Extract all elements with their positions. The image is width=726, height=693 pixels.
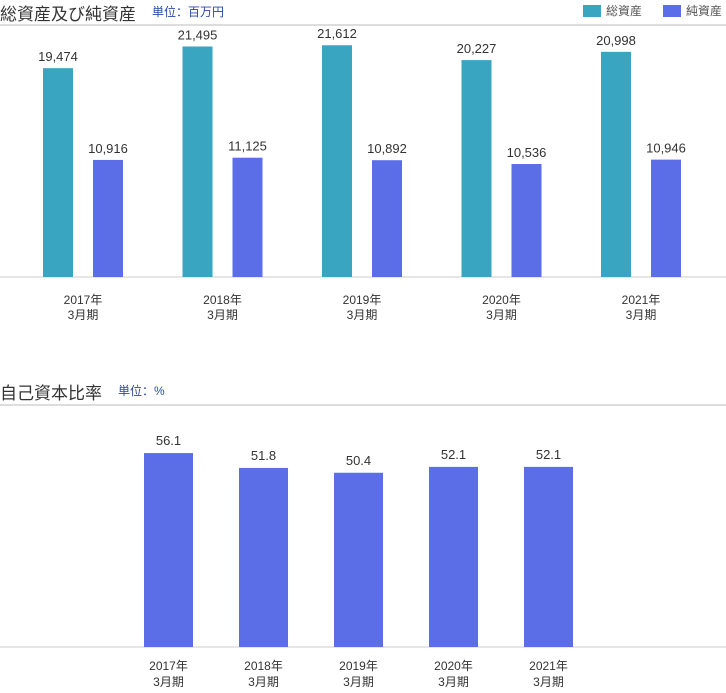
bar-net-assets bbox=[511, 164, 542, 277]
data-label: 21,612 bbox=[317, 26, 357, 41]
bar-equity-ratio bbox=[144, 453, 193, 647]
legend-label: 総資産 bbox=[606, 4, 643, 18]
x-tick-year: 2017年 bbox=[64, 293, 103, 307]
legend-item-total-assets: 総資産 bbox=[583, 2, 642, 19]
data-label: 52.1 bbox=[441, 447, 466, 462]
x-tick-year: 2018年 bbox=[203, 293, 242, 307]
x-tick-year: 2017年 bbox=[149, 659, 188, 673]
bar-net-assets bbox=[372, 160, 402, 277]
data-label: 10,946 bbox=[646, 141, 686, 156]
data-label: 52.1 bbox=[536, 447, 561, 462]
legend-swatch bbox=[583, 4, 601, 17]
legend-item-net-assets: 純資産 bbox=[663, 2, 722, 19]
x-tick-year: 2021年 bbox=[529, 659, 568, 673]
data-label: 50.4 bbox=[346, 453, 371, 468]
data-label: 10,916 bbox=[88, 141, 128, 156]
x-tick-period: 3月期 bbox=[343, 675, 374, 689]
x-tick-period: 3月期 bbox=[486, 308, 517, 322]
x-tick-period: 3月期 bbox=[533, 675, 564, 689]
x-tick-period: 3月期 bbox=[347, 308, 378, 322]
bar-equity-ratio bbox=[334, 472, 383, 647]
bar-net-assets bbox=[651, 159, 681, 277]
x-tick-year: 2020年 bbox=[434, 659, 473, 673]
data-label: 20,227 bbox=[457, 41, 497, 56]
data-label: 56.1 bbox=[156, 433, 181, 448]
data-label: 51.8 bbox=[251, 448, 276, 463]
x-tick-period: 3月期 bbox=[153, 675, 184, 689]
chart2-title: 自己資本比率 bbox=[0, 384, 102, 403]
data-label: 20,998 bbox=[596, 33, 636, 48]
x-tick-period: 3月期 bbox=[438, 675, 469, 689]
x-tick-period: 3月期 bbox=[626, 308, 657, 322]
data-label: 19,474 bbox=[38, 49, 78, 64]
x-tick-period: 3月期 bbox=[207, 308, 238, 322]
x-tick-year: 2018年 bbox=[244, 659, 283, 673]
data-label: 21,495 bbox=[178, 28, 218, 43]
bar-net-assets bbox=[232, 157, 263, 277]
legend-label: 純資産 bbox=[686, 4, 723, 18]
bar-net-assets bbox=[93, 159, 123, 277]
x-tick-period: 3月期 bbox=[248, 675, 279, 689]
chart2-unit: 単位：% bbox=[118, 384, 165, 398]
x-tick-year: 2019年 bbox=[343, 293, 382, 307]
data-label: 11,125 bbox=[228, 139, 267, 154]
bar-total-assets bbox=[461, 60, 492, 277]
x-tick-year: 2019年 bbox=[339, 659, 378, 673]
x-tick-period: 3月期 bbox=[68, 308, 99, 322]
bar-equity-ratio bbox=[524, 466, 573, 647]
bar-equity-ratio bbox=[429, 466, 478, 647]
bar-total-assets bbox=[601, 51, 631, 277]
bar-total-assets bbox=[182, 46, 213, 277]
bar-total-assets bbox=[322, 45, 352, 277]
bar-equity-ratio bbox=[239, 467, 288, 647]
chart1-title: 総資産及び純資産 bbox=[0, 5, 136, 24]
data-label: 10,892 bbox=[367, 141, 407, 156]
x-tick-year: 2020年 bbox=[482, 293, 521, 307]
legend-swatch bbox=[663, 4, 681, 17]
chart1-unit: 単位：百万円 bbox=[152, 5, 225, 19]
data-label: 10,536 bbox=[507, 145, 547, 160]
bar-total-assets bbox=[43, 68, 73, 277]
x-tick-year: 2021年 bbox=[622, 293, 661, 307]
